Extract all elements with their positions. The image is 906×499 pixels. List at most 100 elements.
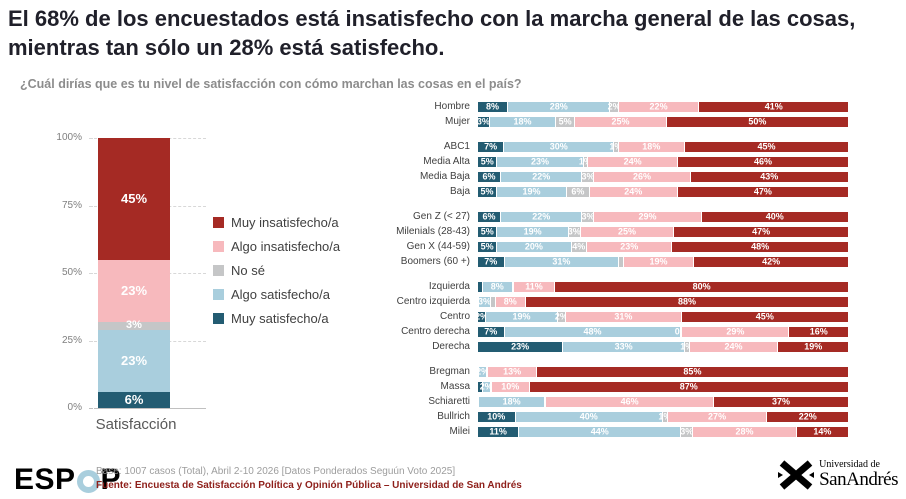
total-satisfaction-chart: 45% 23% 3% 23% 6% [89, 138, 206, 409]
bar-segment: 85% [536, 367, 848, 377]
bar-segment [478, 397, 479, 407]
y-tick-label: 25% [61, 334, 82, 346]
table-row: Bullrich 10% 40% 1% 27% 22% [390, 412, 848, 422]
bar-segment: 19% [623, 256, 695, 267]
table-row: Centro izquierda 3% 8% 88% [390, 297, 848, 307]
bar-segment: 3% [477, 117, 490, 127]
bar-segment-label: 6% [571, 186, 585, 197]
row-label: Baja [449, 186, 470, 197]
bar-segment-label: 29% [638, 211, 657, 222]
bar-segment: 8% [495, 297, 526, 307]
legend-swatch [213, 288, 224, 300]
bar-segment: 42% [694, 257, 848, 267]
row-label: Derecha [432, 341, 470, 352]
bar-segment-label: 10% [487, 411, 506, 422]
bar-segment-label: 40% [579, 411, 598, 422]
bar-segment: 5% [478, 241, 498, 252]
sample-base-note: Base: 1007 casos (Total), Abril 2-10 202… [96, 466, 456, 477]
bar-segment: 3% [581, 212, 594, 222]
bar-segment: 7% [478, 142, 505, 152]
bar-segment: 7% [478, 327, 505, 337]
bar-segment: 19% [486, 311, 558, 322]
row-label: Milei [449, 426, 470, 437]
bar-segment: 11% [478, 426, 520, 437]
bar-segment: 5% [556, 117, 576, 127]
bar-segment: 40% [515, 411, 663, 422]
bar-segment: 44% [519, 426, 682, 437]
bar-segment: 80% [555, 282, 848, 292]
bar-segment: 6% [566, 186, 590, 197]
bar-segment: 2% [555, 312, 568, 322]
bar-segment: 8% [478, 102, 508, 112]
bar-segment-label: 19% [649, 256, 668, 267]
bar-segment: 3% [478, 297, 491, 307]
bar-segment: 48% [504, 327, 682, 337]
gridline [89, 408, 206, 409]
bar-segment-label: 30% [549, 141, 568, 152]
bar-segment: 18% [489, 117, 557, 127]
row-label: Hombre [434, 101, 470, 112]
demographic-breakdown-chart: Hombre 8% 28% 2% 22% 41% Mujer 3% 18% 5% 25% 50% ABC… [390, 101, 849, 452]
row-label: ABC1 [443, 141, 470, 152]
bar-segment-label: 33% [614, 341, 633, 352]
bar-segment-label: 23% [120, 283, 148, 299]
bar-segment-label: 50% [748, 116, 767, 127]
bar-segment: 6% [98, 391, 170, 408]
bar-segment: 28% [507, 102, 611, 112]
bar-segment-label: 25% [618, 226, 637, 237]
bar-segment-label: 14% [813, 426, 832, 437]
row-label: Bullrich [437, 411, 470, 422]
bar-segment-label: 28% [735, 426, 754, 437]
row-label: Centro derecha [401, 326, 470, 337]
row-label: Schiaretti [428, 396, 470, 407]
page-title: El 68% de los encuestados está insatisfe… [8, 4, 855, 62]
y-tick-label: 0% [67, 402, 82, 413]
legend-item: No sé [213, 263, 340, 278]
row-bar: 3% 18% 5% 25% 50% [477, 116, 849, 127]
bar-segment-label: 3% [581, 171, 595, 182]
bar-segment: 24% [589, 187, 678, 197]
row-group-nivel-socioeconomico: ABC1 7% 30% 1% 18% 45% Media Alta 5% 23% 1% 24% 46%… [390, 141, 849, 197]
source-note: Fuente: Encuesta de Satisfacción Polític… [96, 480, 522, 491]
table-row: Izquierda 8% 11% 80% [390, 282, 848, 292]
bar-segment-label: 8% [485, 101, 499, 112]
bar-segment-label: 44% [590, 426, 609, 437]
bar-segment-label: 47% [752, 226, 771, 237]
bar-segment: 26% [594, 172, 691, 182]
bar-segment [478, 382, 483, 392]
table-row: Derecha 23% 33% 1% 24% 19% [390, 341, 849, 352]
bar-segment-label: 29% [726, 326, 745, 337]
bar-segment: 31% [504, 257, 620, 267]
bar-segment-label: 80% [692, 281, 711, 292]
legend-item-label: Muy insatisfecho/a [231, 214, 339, 230]
bar-segment: 29% [682, 326, 790, 337]
bar-segment: 46% [546, 397, 714, 407]
bar-segment: 3% [98, 320, 170, 331]
row-bar: 23% 33% 1% 24% 19% [478, 341, 849, 352]
legend-item: Muy satisfecho/a [213, 311, 340, 326]
bar-segment-label: 10% [501, 381, 520, 392]
bar-segment: 5% [478, 227, 498, 237]
bar-segment-label: 1% [658, 411, 672, 422]
bar-segment: 45% [681, 312, 848, 322]
bar-segment-label: 23% [511, 341, 530, 352]
bar-segment: 40% [701, 212, 848, 222]
espop-circle-icon [76, 469, 100, 493]
legend-swatch [213, 240, 224, 252]
bar-segment: 1% [680, 342, 693, 352]
bar-segment: 24% [588, 157, 678, 167]
bar-segment-label: 7% [484, 326, 498, 337]
legend-item-label: Algo insatisfecho/a [231, 238, 341, 254]
row-bar: 2% 10% 87% [478, 382, 848, 392]
bar-segment-label: 5% [480, 241, 494, 252]
bar-segment: 3% [680, 427, 693, 437]
legend-item: Muy insatisfecho/a [213, 214, 340, 230]
bar-segment-label: 19% [512, 311, 531, 322]
row-label: Media Alta [423, 156, 470, 167]
bar-segment-label: 11% [489, 426, 507, 437]
bar-segment-label: 47% [753, 186, 772, 197]
bar-segment: 31% [566, 312, 682, 322]
bar-segment: 20% [497, 242, 572, 252]
row-bar: 8% 28% 2% 22% 41% [478, 102, 848, 112]
